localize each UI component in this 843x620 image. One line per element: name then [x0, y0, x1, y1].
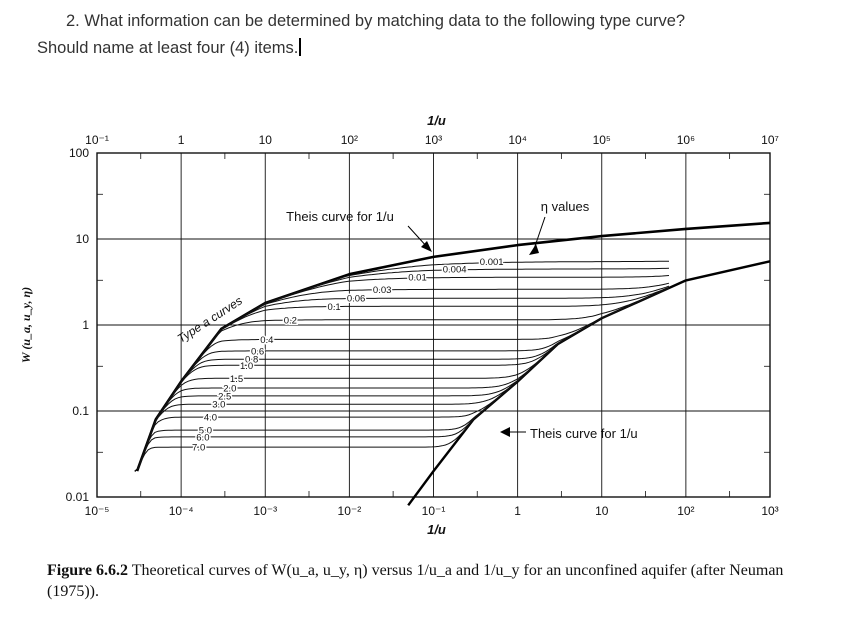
annotation-theis-ua: Theis curve for 1/u — [286, 209, 394, 224]
arrowhead-theis-uy — [500, 427, 510, 437]
type-curve-eta-0.4 — [134, 287, 670, 472]
eta-label: 6.0 — [196, 432, 209, 443]
bottom-tick-label: 10⁻¹ — [422, 504, 446, 518]
eta-label: 0.01 — [408, 273, 427, 284]
top-tick-label: 10⁻¹ — [85, 133, 109, 147]
type-curve-eta-7.0 — [134, 287, 670, 472]
top-tick-label: 10³ — [425, 133, 442, 147]
bottom-axis-label: 1/u — [427, 522, 446, 537]
eta-label: 7.0 — [192, 443, 205, 454]
eta-label: 5.0 — [199, 426, 212, 437]
eta-label: 2.0 — [223, 384, 236, 395]
annotation-type-a-curves: Type a curves — [175, 293, 245, 345]
eta-label: 0.2 — [284, 315, 297, 326]
type-curve-eta-0.1 — [134, 286, 670, 472]
text-cursor — [299, 38, 301, 56]
eta-label: 3.0 — [212, 400, 225, 411]
top-axis-label: 1/u — [427, 113, 446, 128]
eta-label: 0.4 — [260, 335, 273, 346]
eta-label: 0.004 — [443, 264, 467, 275]
y-axis-label: W (u_a, u_y, η) — [19, 287, 33, 363]
top-tick-label: 1 — [178, 133, 185, 147]
y-tick-label: 1 — [82, 318, 89, 332]
top-tick-label: 10⁶ — [677, 133, 695, 147]
bottom-tick-label: 10³ — [761, 504, 778, 518]
eta-label: 0.8 — [245, 355, 258, 366]
top-tick-label: 10⁴ — [508, 133, 527, 147]
arrowhead-eta-values — [529, 244, 539, 255]
top-tick-label: 10 — [259, 133, 273, 147]
type-curve-eta-0.01 — [134, 275, 670, 472]
bottom-tick-label: 10⁻⁵ — [85, 504, 110, 518]
eta-label: 4.0 — [204, 413, 217, 424]
top-tick-label: 10² — [341, 133, 358, 147]
bottom-tick-label: 10⁻⁴ — [169, 504, 194, 518]
bottom-tick-label: 10 — [595, 504, 609, 518]
eta-label: 0.6 — [251, 346, 264, 357]
y-tick-label: 0.01 — [66, 490, 90, 504]
eta-label: 0.03 — [373, 285, 392, 296]
question-line-2-text: Should name at least four (4) items. — [37, 39, 299, 57]
eta-label: 0.001 — [480, 257, 504, 268]
eta-label: 0.1 — [328, 302, 341, 313]
bottom-tick-label: 10⁻² — [338, 504, 362, 518]
theis-curve-ua — [135, 221, 771, 472]
eta-label: 1.5 — [230, 374, 243, 385]
y-tick-label: 100 — [69, 146, 89, 160]
figure-caption-text: Theoretical curves of W(u_a, u_y, η) ver… — [47, 562, 784, 600]
eta-label: 2.5 — [218, 391, 231, 402]
annotation-theis-uy: Theis curve for 1/u — [530, 426, 638, 441]
figure-caption: Figure 6.6.2 Theoretical curves of W(u_a… — [47, 560, 807, 602]
figure-label: Figure 6.6.2 — [47, 562, 129, 579]
eta-label: 1.0 — [240, 361, 253, 372]
bottom-tick-label: 10⁻³ — [253, 504, 277, 518]
arrowhead-theis-ua — [421, 241, 432, 252]
question-line-2[interactable]: Should name at least four (4) items. — [37, 38, 301, 58]
y-tick-label: 0.1 — [72, 404, 89, 418]
bottom-tick-label: 10² — [677, 504, 694, 518]
top-tick-label: 10⁵ — [593, 133, 611, 147]
top-tick-label: 10⁷ — [761, 133, 779, 147]
bottom-tick-label: 1 — [514, 504, 521, 518]
question-line-1: 2. What information can be determined by… — [66, 12, 686, 30]
eta-label: 0.06 — [347, 294, 366, 305]
y-tick-label: 10 — [76, 232, 90, 246]
type-curve-eta-0.2 — [134, 287, 670, 472]
annotation-eta-values: η values — [541, 199, 590, 214]
